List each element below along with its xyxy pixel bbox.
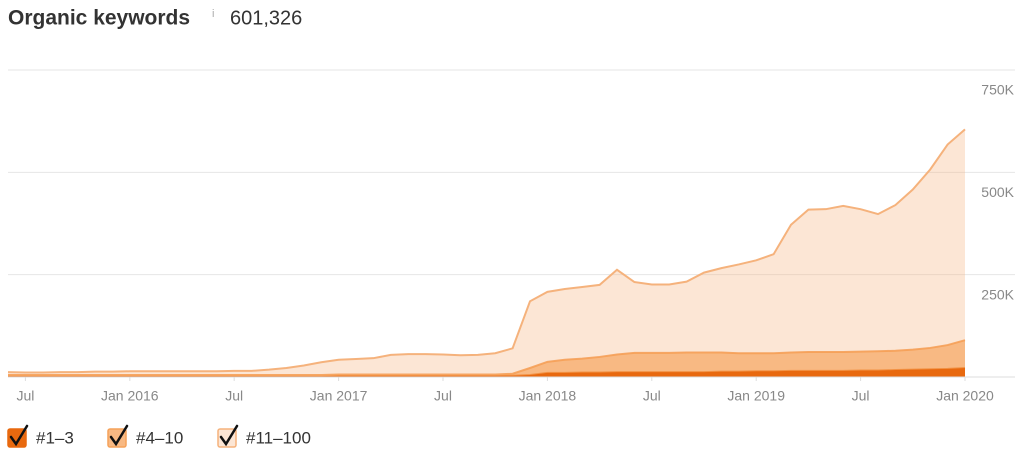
- legend-label: #4–10: [136, 428, 183, 447]
- info-icon[interactable]: i: [212, 8, 214, 20]
- area-line: [8, 339, 966, 376]
- x-tick-label: Jul: [434, 388, 452, 404]
- x-tick-label: Jan 2019: [727, 388, 785, 404]
- y-tick-label: 250K: [981, 286, 1014, 302]
- x-tick-label: Jul: [643, 388, 661, 404]
- x-tick-label: Jul: [225, 388, 243, 404]
- legend-label: #1–3: [36, 428, 74, 447]
- y-tick-label: 750K: [981, 82, 1014, 98]
- chart-title: Organic keywords: [8, 7, 190, 30]
- legend-item[interactable]: #1–3: [7, 424, 74, 448]
- x-tick-label: Jan 2017: [310, 388, 368, 404]
- total-count: 601,326: [230, 7, 302, 29]
- x-tick-label: Jul: [852, 388, 870, 404]
- checkmark: [9, 424, 29, 447]
- x-tick-label: Jan 2016: [101, 388, 159, 404]
- x-tick-label: Jul: [16, 388, 34, 404]
- checkmark: [109, 424, 129, 447]
- area: [8, 367, 965, 377]
- area-line: [7, 128, 966, 374]
- x-tick-label: Jan 2020: [936, 388, 994, 404]
- y-tick-label: 500K: [981, 184, 1014, 200]
- area: [8, 129, 965, 375]
- legend-label: #11–100: [246, 428, 311, 447]
- legend-item[interactable]: #11–100: [217, 424, 311, 448]
- area: [8, 340, 965, 377]
- legend-item[interactable]: #4–10: [107, 424, 183, 448]
- checkmark: [219, 424, 239, 447]
- x-tick-label: Jan 2018: [519, 388, 577, 404]
